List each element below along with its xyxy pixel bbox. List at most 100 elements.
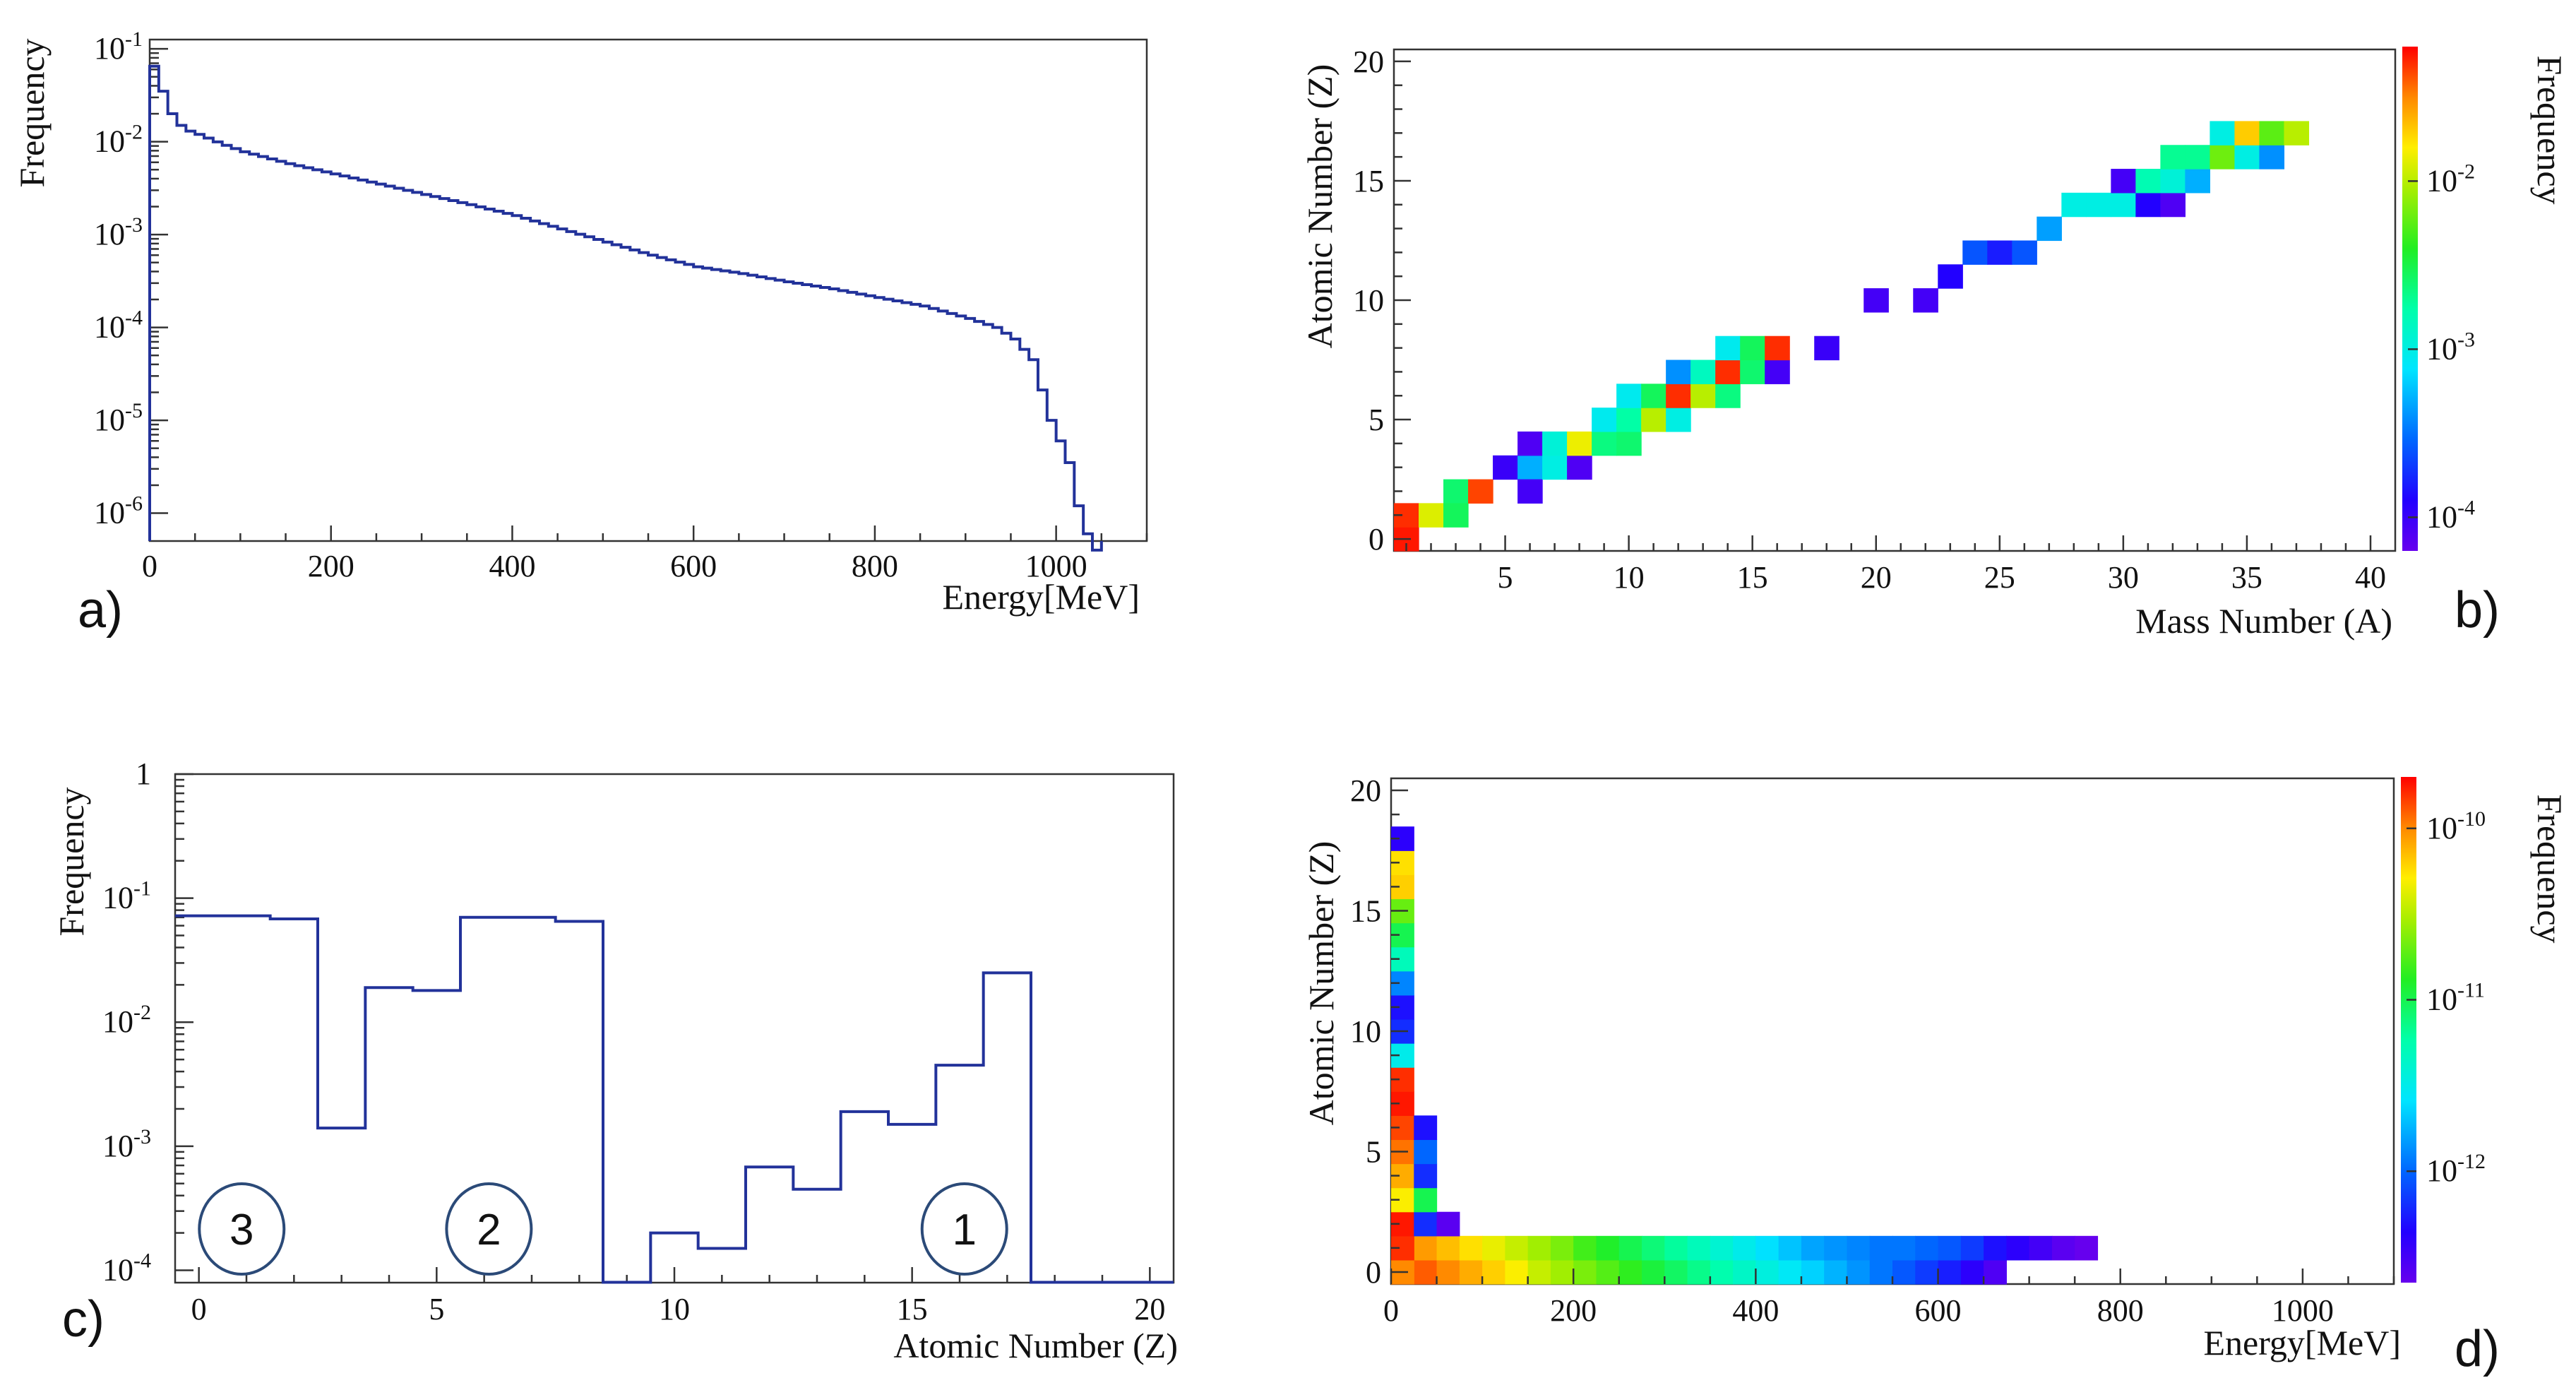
x-tick-label-a: 800	[852, 549, 898, 583]
panel-b-mass-vs-atomic-number: 5 10 15 20 25 30 35 40 0 5 10 15 20 10-2 10-3 10-4 Fre…	[1300, 44, 2570, 641]
heatmap-cell-d	[1778, 1259, 1802, 1285]
y-tick-label-b: 5	[1368, 403, 1384, 437]
panel-a-energy-spectrum: 0 200 400 600 800 1000 10-1 10-2 10-3 10-4 10-5 10-…	[12, 28, 1148, 638]
heatmap-cell-b	[1913, 288, 1938, 313]
heatmap-cell-d	[1710, 1235, 1734, 1261]
heatmap-cell-d	[1687, 1235, 1711, 1261]
heatmap-cell-d	[1869, 1259, 1893, 1285]
heatmap-cell-d	[1801, 1235, 1825, 1261]
y-tick-label-d: 15	[1350, 894, 1381, 929]
heatmap-cell-b	[1517, 431, 1543, 456]
heatmap-cell-d	[1414, 1235, 1438, 1261]
heatmap-cell-b	[1740, 335, 1765, 361]
x-axis-title-a: Energy[MeV]	[942, 577, 1140, 617]
region-circle-1	[920, 1182, 1008, 1276]
heatmap-cell-b	[1443, 503, 1469, 528]
heatmap-cell-b	[1715, 384, 1741, 408]
heatmap-cell-b	[1616, 408, 1642, 432]
heatmap-cell-b	[2160, 169, 2186, 194]
x-tick-label-c: 5	[429, 1292, 444, 1326]
heatmap-cell-b	[1641, 408, 1666, 432]
heatmap-cell-b	[2037, 216, 2062, 242]
y-axis-title-c: Frequency	[52, 787, 91, 936]
heatmap-cell-d	[1414, 1187, 1438, 1213]
heatmap-cell-d	[1573, 1259, 1597, 1285]
heatmap-cell-b	[1962, 240, 1988, 265]
region-label-1: 1	[952, 1206, 976, 1254]
heatmap-cell-b	[2135, 192, 2161, 218]
heatmap-cell-d	[1573, 1235, 1597, 1261]
heatmap-cell-b	[2086, 192, 2111, 218]
heatmap-cell-d	[1482, 1259, 1505, 1285]
heatmap-cell-d	[1869, 1235, 1893, 1261]
y-tick-label-b: 0	[1368, 522, 1384, 557]
heatmap-cell-d	[1642, 1235, 1665, 1261]
heatmap-cell-b	[1987, 240, 2012, 265]
heatmap-cell-d	[1847, 1259, 1871, 1285]
y-tick-label-b: 10	[1353, 283, 1384, 318]
y-tick-label-a: 10-1	[94, 28, 143, 66]
region-label-3: 3	[229, 1206, 254, 1254]
heatmap-cell-d	[1618, 1259, 1642, 1285]
heatmap-cell-b	[1567, 431, 1592, 456]
heatmap-cell-d	[1755, 1235, 1779, 1261]
heatmap-cell-d	[2075, 1235, 2099, 1261]
heatmap-cell-b	[1690, 384, 1716, 408]
heatmap-cell-b	[2012, 240, 2037, 265]
heatmap-cell-b	[2185, 145, 2211, 170]
region-label-2: 2	[477, 1206, 501, 1254]
x-tick-label-c: 0	[191, 1292, 207, 1326]
heatmap-cell-b	[1419, 503, 1444, 528]
heatmap-cell-d	[1482, 1235, 1505, 1261]
heatmap-cell-d	[1710, 1259, 1734, 1285]
y-tick-label-a: 10-4	[94, 307, 143, 345]
energy-histogram-line	[148, 64, 1103, 552]
heatmap-cell-d	[1733, 1235, 1756, 1261]
heatmap-cell-d	[1414, 1139, 1438, 1165]
x-tick-label-a: 0	[142, 549, 157, 583]
heatmap-cell-b	[1616, 384, 1642, 408]
x-tick-label-d: 1000	[2272, 1293, 2334, 1328]
heatmap-cell-d	[1938, 1235, 1962, 1261]
y-tick-label-d: 0	[1366, 1255, 1381, 1290]
x-tick-label-d: 800	[2097, 1293, 2144, 1328]
heatmap-cell-b	[2234, 145, 2260, 170]
heatmap-cell-d	[1505, 1235, 1529, 1261]
heatmap-cell-d	[1436, 1259, 1460, 1285]
heatmap-cell-b	[1641, 384, 1666, 408]
y-tick-label-a: 10-6	[94, 492, 143, 530]
colorbar-tick-label-d: 10-10	[2426, 807, 2486, 845]
heatmap-cell-b	[1542, 431, 1568, 456]
heatmap-cell-b	[1814, 335, 1839, 361]
y-tick-label-c: 1	[136, 756, 151, 791]
heatmap-cell-b	[1616, 431, 1642, 456]
heatmap-cell-b	[2135, 169, 2161, 194]
heatmap-cell-d	[1550, 1235, 1574, 1261]
heatmap-cell-d	[1459, 1259, 1483, 1285]
heatmap-cell-d	[1550, 1259, 1574, 1285]
heatmap-cell-b	[2234, 121, 2260, 145]
x-tick-label-a: 200	[308, 549, 354, 583]
heatmap-cell-d	[1915, 1235, 1939, 1261]
x-tick-label-d: 600	[1915, 1293, 1962, 1328]
y-tick-label-b: 15	[1353, 164, 1384, 198]
heatmap-cell-b	[2284, 121, 2310, 145]
heatmap-cell-b	[2160, 145, 2186, 170]
colorbar-tick-label-d: 10-11	[2426, 979, 2485, 1017]
x-tick-label-b: 5	[1498, 560, 1513, 595]
panel-label-a: a)	[78, 582, 123, 638]
heatmap-cell-b	[1938, 264, 1963, 289]
x-axis-title-c: Atomic Number (Z)	[893, 1326, 1178, 1365]
plot-frame-a	[148, 38, 1148, 542]
y-axis-title-b: Atomic Number (Z)	[1300, 64, 1340, 349]
plot-frame-c	[174, 773, 1175, 1284]
x-tick-label-d: 0	[1383, 1293, 1399, 1328]
heatmap-cell-d	[1892, 1235, 1916, 1261]
heatmap-cell-b	[1493, 455, 1518, 480]
heatmap-cell-b	[2210, 145, 2236, 170]
heatmap-cell-b	[1542, 455, 1568, 480]
heatmap-cell-d	[1824, 1259, 1848, 1285]
x-tick-label-b: 15	[1737, 560, 1768, 595]
colorbar-d	[2401, 777, 2416, 1283]
heatmap-cell-b	[1468, 479, 1493, 504]
